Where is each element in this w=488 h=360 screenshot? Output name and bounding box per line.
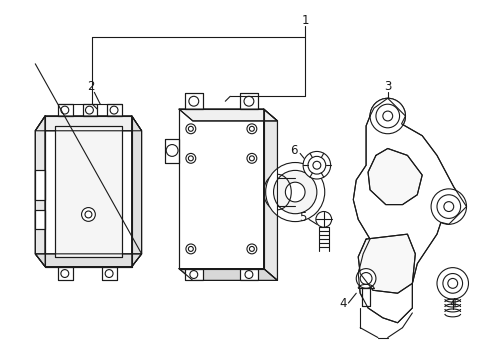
Circle shape <box>85 211 92 218</box>
Circle shape <box>105 270 113 278</box>
Circle shape <box>442 274 462 293</box>
Circle shape <box>265 162 324 222</box>
Circle shape <box>369 98 405 134</box>
Circle shape <box>312 161 320 169</box>
Polygon shape <box>55 126 122 257</box>
Text: 3: 3 <box>383 80 390 93</box>
Polygon shape <box>35 210 45 229</box>
Polygon shape <box>45 116 131 267</box>
Circle shape <box>188 247 193 251</box>
Polygon shape <box>35 170 45 200</box>
Circle shape <box>360 273 371 284</box>
Circle shape <box>381 110 393 122</box>
Polygon shape <box>240 269 257 280</box>
Circle shape <box>307 156 325 174</box>
Circle shape <box>436 267 468 299</box>
Circle shape <box>430 189 466 224</box>
Polygon shape <box>367 148 421 204</box>
Circle shape <box>244 96 253 106</box>
Polygon shape <box>131 116 142 267</box>
Polygon shape <box>82 104 97 116</box>
Circle shape <box>249 126 254 131</box>
Circle shape <box>85 106 93 114</box>
Circle shape <box>315 212 331 227</box>
Polygon shape <box>165 139 179 163</box>
Circle shape <box>188 96 198 106</box>
Circle shape <box>447 278 457 288</box>
Circle shape <box>185 244 195 254</box>
Circle shape <box>244 271 252 278</box>
Polygon shape <box>35 116 142 131</box>
Polygon shape <box>35 116 45 267</box>
Polygon shape <box>58 267 73 280</box>
Polygon shape <box>102 267 117 280</box>
Circle shape <box>369 98 405 134</box>
Circle shape <box>166 145 178 156</box>
Circle shape <box>375 104 399 128</box>
Circle shape <box>185 124 195 134</box>
Polygon shape <box>184 269 202 280</box>
Circle shape <box>375 104 399 128</box>
Polygon shape <box>179 269 277 280</box>
Polygon shape <box>107 104 122 116</box>
Text: 4: 4 <box>448 297 456 310</box>
Circle shape <box>382 111 392 121</box>
Circle shape <box>249 247 254 251</box>
Polygon shape <box>179 109 263 269</box>
Circle shape <box>436 195 460 219</box>
Text: 6: 6 <box>290 144 297 157</box>
Text: 2: 2 <box>86 80 94 93</box>
Circle shape <box>189 271 197 278</box>
Circle shape <box>246 124 256 134</box>
Circle shape <box>110 106 118 114</box>
Circle shape <box>81 208 95 221</box>
Polygon shape <box>362 288 369 306</box>
Polygon shape <box>58 104 73 116</box>
Circle shape <box>285 182 305 202</box>
Polygon shape <box>35 254 142 267</box>
Circle shape <box>273 170 316 214</box>
Text: 4: 4 <box>339 297 346 310</box>
Circle shape <box>188 126 193 131</box>
Circle shape <box>188 156 193 161</box>
Circle shape <box>61 106 69 114</box>
Circle shape <box>356 269 375 288</box>
Polygon shape <box>240 93 257 109</box>
Circle shape <box>443 202 453 212</box>
Text: 5: 5 <box>299 211 306 224</box>
Polygon shape <box>179 109 277 121</box>
Polygon shape <box>263 109 277 280</box>
Polygon shape <box>184 93 202 109</box>
Text: 1: 1 <box>301 14 308 27</box>
Circle shape <box>249 156 254 161</box>
Circle shape <box>303 152 330 179</box>
Circle shape <box>61 270 69 278</box>
Circle shape <box>185 153 195 163</box>
Circle shape <box>246 153 256 163</box>
Circle shape <box>246 244 256 254</box>
Polygon shape <box>358 234 414 293</box>
Polygon shape <box>352 98 466 323</box>
